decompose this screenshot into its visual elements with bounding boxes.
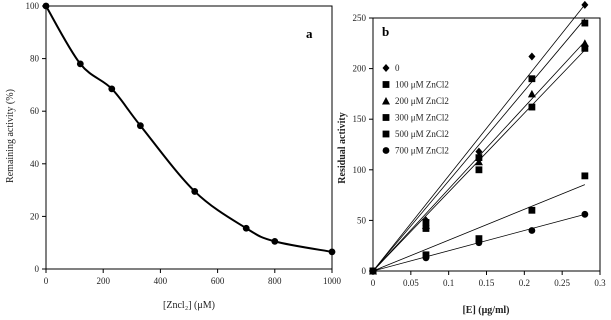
panel-a-x-tick-label: 0 [44,276,49,286]
panel-b-x-tick-label: 0.25 [554,278,570,288]
panel-b-residual-activity-chart: 0 0.05 0.1 0.15 0.2 0.25 0.3 0 50 100 150 200 250 0 1… [337,0,606,316]
panel-b-y-tick-label: 50 [357,215,367,225]
panel-b-data-point [528,227,536,234]
panel-a-remaining-activity-chart: 0 200 400 600 800 1000 0 20 40 60 80 100 a [Zncl₂] … [5,1,342,311]
panel-a-data-point [108,85,116,93]
panel-b-fit-line [372,18,586,272]
panel-a-y-tick-label: 20 [30,211,40,221]
panel-a-y-axis-title: Remaining activity (%) [5,89,16,183]
panel-b-data-point [475,154,483,162]
panel-b-legend-marker [382,114,390,121]
panel-a-data-point [42,2,50,10]
panel-b-data-point [528,206,536,214]
panel-b-data-point [581,210,589,218]
panel-b-data-point [369,267,377,275]
panel-a-y-tick-label: 40 [30,159,40,169]
panel-b-y-tick-label: 150 [353,114,367,124]
panel-b-x-tick-label: 0.2 [519,278,530,288]
panel-a-ticks: 0 200 400 600 800 1000 0 20 40 60 80 100 [26,1,342,286]
panel-b-data-point [475,166,483,174]
panel-b-data-point [422,225,430,232]
panel-b-y-tick-label: 100 [353,165,367,175]
panel-a-data-point [271,237,279,245]
panel-b-x-axis-title: [E] (μg/ml) [462,305,509,316]
panel-b-data-point [528,103,536,111]
panel-b-legend-label: 700 μM ZnCl2 [395,146,449,156]
panel-b-legend-label: 500 μM ZnCl2 [395,129,449,139]
panel-b-x-tick-label: 0.15 [479,278,495,288]
panel-a-data-point [76,60,84,68]
panel-b-data-point [528,52,536,61]
panel-b-data-point [581,172,589,180]
panel-b-points [369,0,589,275]
panel-a-x-tick-label: 200 [96,276,110,286]
panel-b-x-tick-label: 0.05 [403,278,419,288]
panel-b-frame [372,17,601,272]
panel-a-letter: a [306,26,313,41]
panel-b-x-tick-label: 0.1 [443,278,454,288]
panel-b-legend-marker [382,147,390,154]
panel-b-letter: b [382,24,389,39]
panel-b-legend-marker [382,64,390,72]
panel-a-y-tick-label: 100 [26,1,40,11]
panel-b-legend-marker [382,130,390,138]
panel-b-data-point [475,147,483,156]
panel-b-data-point [528,75,536,83]
panel-b-data-point [581,44,589,52]
panel-a-x-axis-title: [Zncl₂] (μM) [163,300,215,311]
panel-b-legend-label: 200 μM ZnCl2 [395,96,449,106]
panel-b-x-tick-label: 0.3 [594,278,606,288]
panel-b-fit-line [372,4,586,272]
panel-a-y-tick-label: 0 [35,264,40,274]
panel-b-legend-label: 300 μM ZnCl2 [395,113,449,123]
panel-b-data-point [581,19,589,27]
panel-a-frame [45,5,333,270]
panel-b-legend: 0 100 μM ZnCl2 200 μM ZnCl2 300 μM ZnCl2 500… [382,63,449,156]
panel-b-data-point [475,239,483,247]
panel-a-data-point [328,248,336,256]
panel-b-x-tick-label: 0 [371,278,376,288]
panel-a-y-tick-label: 80 [30,54,40,64]
panel-a-points [42,2,336,256]
panel-b-legend-label: 100 μM ZnCl2 [395,80,449,90]
panel-a-x-tick-label: 400 [154,276,168,286]
panel-b-y-tick-label: 250 [353,13,367,23]
panel-a-data-point [191,188,199,195]
panel-b-data-point [580,39,589,47]
panel-b-y-tick-label: 0 [362,266,367,276]
panel-b-data-point [422,254,430,262]
panel-a-x-tick-label: 600 [211,276,225,286]
panel-a-data-point [242,224,250,232]
panel-a-y-tick-label: 60 [30,106,40,116]
panel-b-legend-label: 0 [395,63,400,73]
panel-a-series-line [45,5,333,253]
panel-b-data-point [475,235,483,243]
panel-b-y-tick-label: 200 [353,64,367,74]
panel-b-y-axis-title: Residual activity [337,112,348,183]
panel-a-x-tick-label: 1000 [323,276,342,286]
panel-a-x-tick-label: 800 [268,276,282,286]
panel-b-fit-line [372,184,586,272]
panel-b-data-point [527,89,536,98]
panel-b-data-point [474,157,483,166]
panel-b-data-point [581,0,589,9]
panel-b-legend-marker [382,97,390,105]
panel-b-legend-marker [382,81,390,88]
panel-a-data-point [136,122,144,130]
